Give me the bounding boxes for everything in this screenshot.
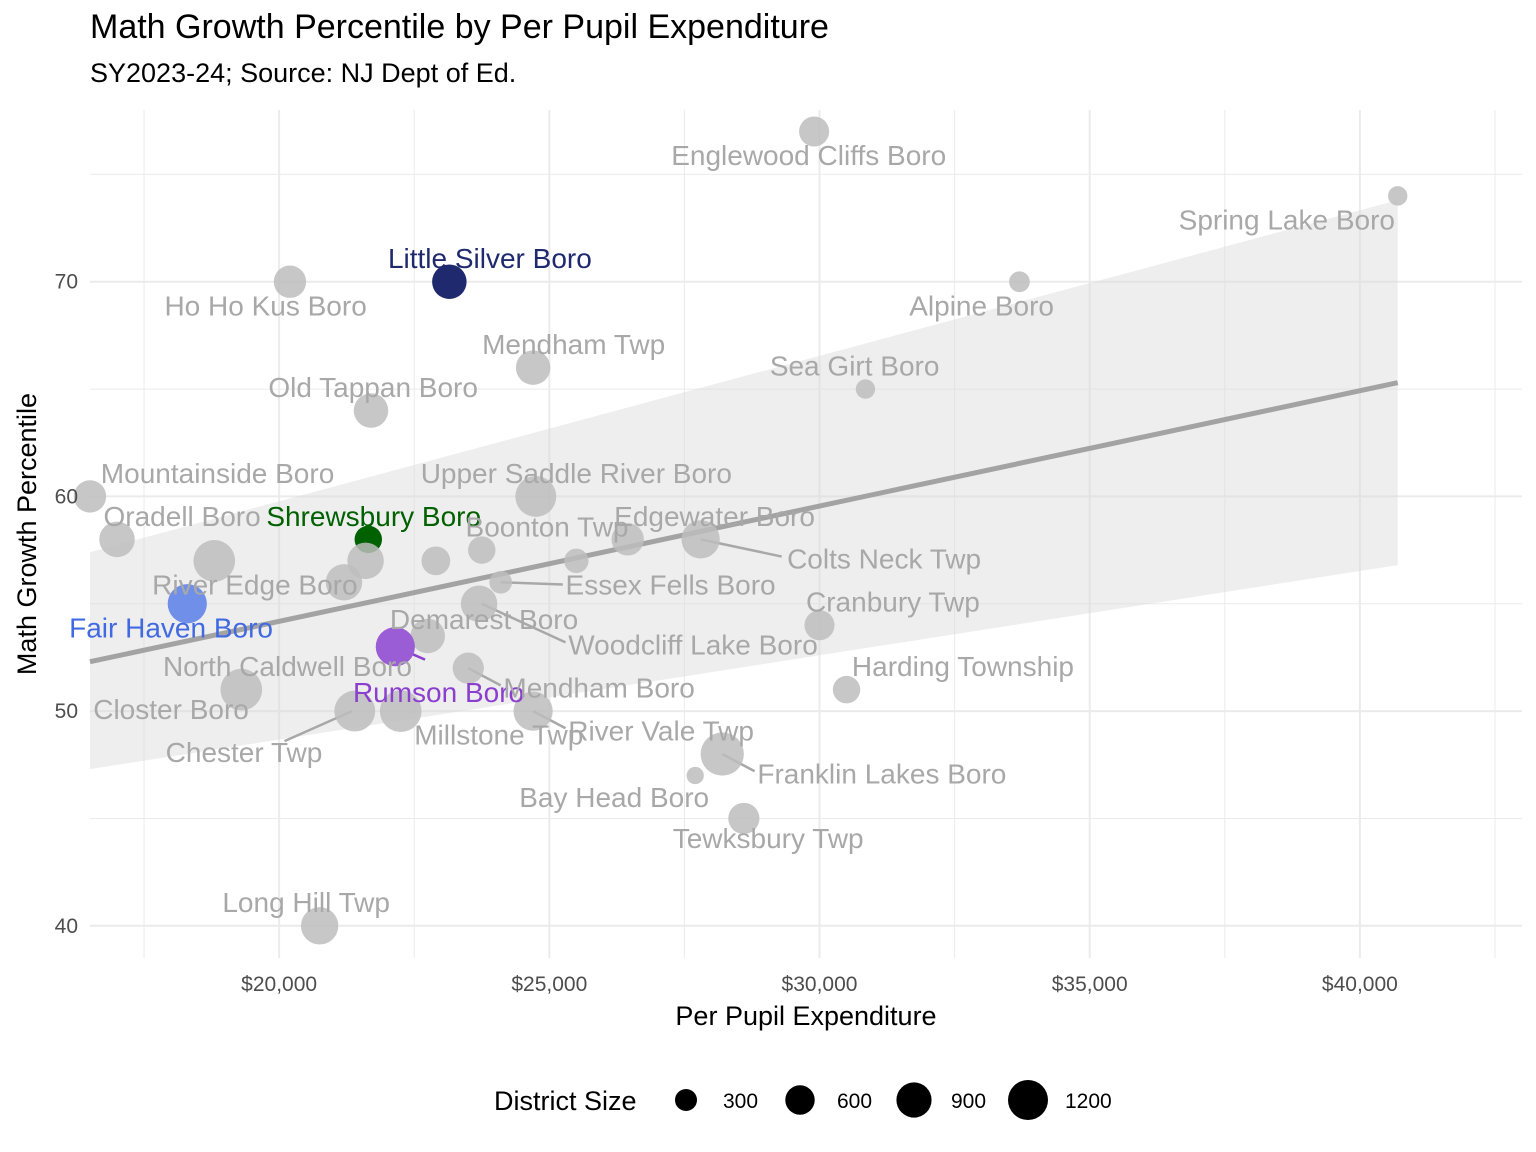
data-point (193, 539, 236, 582)
data-label: Cranbury Twp (806, 587, 980, 618)
data-point (334, 690, 376, 732)
data-label: Ho Ho Kus Boro (164, 290, 366, 321)
x-tick-label: $25,000 (511, 973, 587, 996)
data-label: Tewksbury Twp (673, 823, 864, 854)
x-axis-title: Per Pupil Expenditure (675, 1001, 936, 1031)
data-point (489, 570, 513, 594)
data-point (855, 379, 876, 399)
data-point (273, 265, 307, 298)
data-point (325, 564, 363, 601)
data-point (379, 690, 422, 732)
highlight-point (375, 627, 415, 667)
legend-label: 900 (951, 1090, 986, 1113)
legend-title: District Size (494, 1086, 637, 1116)
data-point (728, 802, 760, 835)
chart-title: Math Growth Percentile by Per Pupil Expe… (90, 8, 829, 46)
data-label: Colts Neck Twp (787, 544, 981, 575)
chart-subtitle: SY2023-24; Source: NJ Dept of Ed. (90, 58, 517, 88)
data-point (515, 350, 551, 385)
data-label: Little Silver Boro (388, 243, 592, 274)
data-label: Chester Twp (166, 737, 323, 768)
data-label: Edgewater Boro (614, 501, 815, 532)
size-legend: District Size 300 600 900 1200 (494, 1080, 1112, 1120)
data-point (468, 536, 496, 564)
legend-label: 300 (723, 1090, 758, 1113)
y-axis-title: Math Growth Percentile (12, 393, 42, 675)
data-label: Harding Township (852, 651, 1074, 682)
data-label: Mountainside Boro (101, 458, 334, 489)
data-label: Boonton Twp (466, 511, 629, 542)
x-tick-label: $20,000 (241, 973, 317, 996)
legend-key (785, 1085, 815, 1115)
data-label: River Vale Twp (568, 715, 754, 746)
legend-key (1008, 1080, 1048, 1120)
data-label: Millstone Twp (414, 720, 583, 751)
data-point (1388, 186, 1408, 206)
y-tick-label: 70 (55, 271, 78, 294)
x-tick-label: $40,000 (1322, 973, 1398, 996)
data-label: Spring Lake Boro (1179, 204, 1395, 235)
data-label: Englewood Cliffs Boro (671, 140, 946, 171)
highlight-point (167, 584, 207, 624)
axes: $20,000 $25,000 $30,000 $35,000 $40,000 40 50 6… (55, 271, 1398, 996)
y-tick-label: 50 (55, 700, 78, 723)
data-label: Mendham Boro (503, 672, 694, 703)
data-label: Closter Boro (93, 694, 249, 725)
data-label: North Caldwell Boro (163, 651, 412, 682)
data-point (73, 480, 107, 513)
data-point (564, 548, 589, 574)
data-point (452, 652, 484, 684)
data-label: Alpine Boro (909, 290, 1054, 321)
data-label: Old Tappan Boro (268, 372, 478, 403)
data-point (410, 618, 445, 654)
data-point (1009, 271, 1030, 293)
data-point (460, 585, 498, 623)
data-label: River Edge Boro (152, 569, 357, 600)
legend-label: 1200 (1065, 1090, 1112, 1113)
legend-key (896, 1082, 932, 1118)
data-points (73, 116, 1408, 945)
x-tick-label: $35,000 (1052, 973, 1128, 996)
y-tick-label: 40 (55, 915, 78, 938)
data-point (799, 116, 830, 147)
data-point (421, 546, 451, 576)
data-label: Woodcliff Lake Boro (568, 630, 818, 661)
data-label: Franklin Lakes Boro (757, 758, 1006, 789)
data-label: Fair Haven Boro (69, 612, 273, 643)
data-point (99, 521, 135, 558)
data-labels: Englewood Cliffs Boro Spring Lake Boro Ho … (69, 140, 1395, 918)
data-point (832, 675, 861, 704)
data-label: Sea Girt Boro (770, 350, 940, 381)
data-point (220, 668, 263, 711)
data-label: Bay Head Boro (519, 782, 709, 813)
data-point (611, 523, 644, 556)
data-point (700, 732, 744, 776)
trend-line (89, 380, 1399, 665)
data-point (681, 520, 720, 559)
data-label: Demarest Boro (390, 604, 578, 635)
trend-line-segment (89, 380, 1399, 665)
legend-label: 600 (837, 1090, 872, 1113)
data-point (353, 393, 389, 428)
data-label: Upper Saddle River Boro (421, 458, 732, 489)
data-point (686, 766, 704, 785)
data-label: Shrewsbury Boro (266, 501, 481, 532)
data-point (804, 610, 835, 641)
data-point (513, 691, 553, 731)
y-tick-label: 60 (55, 485, 78, 508)
x-tick-label: $30,000 (782, 973, 858, 996)
data-label: Rumson Boro (353, 677, 524, 708)
legend-key (675, 1089, 697, 1111)
data-label: Oradell Boro (104, 501, 261, 532)
data-label: Long Hill Twp (222, 887, 390, 918)
highlight-point (432, 264, 467, 299)
data-label: Essex Fells Boro (566, 569, 776, 600)
data-point (515, 475, 557, 517)
grid-lines (90, 110, 1522, 958)
data-point (300, 907, 339, 945)
data-label: Mendham Twp (482, 329, 665, 360)
